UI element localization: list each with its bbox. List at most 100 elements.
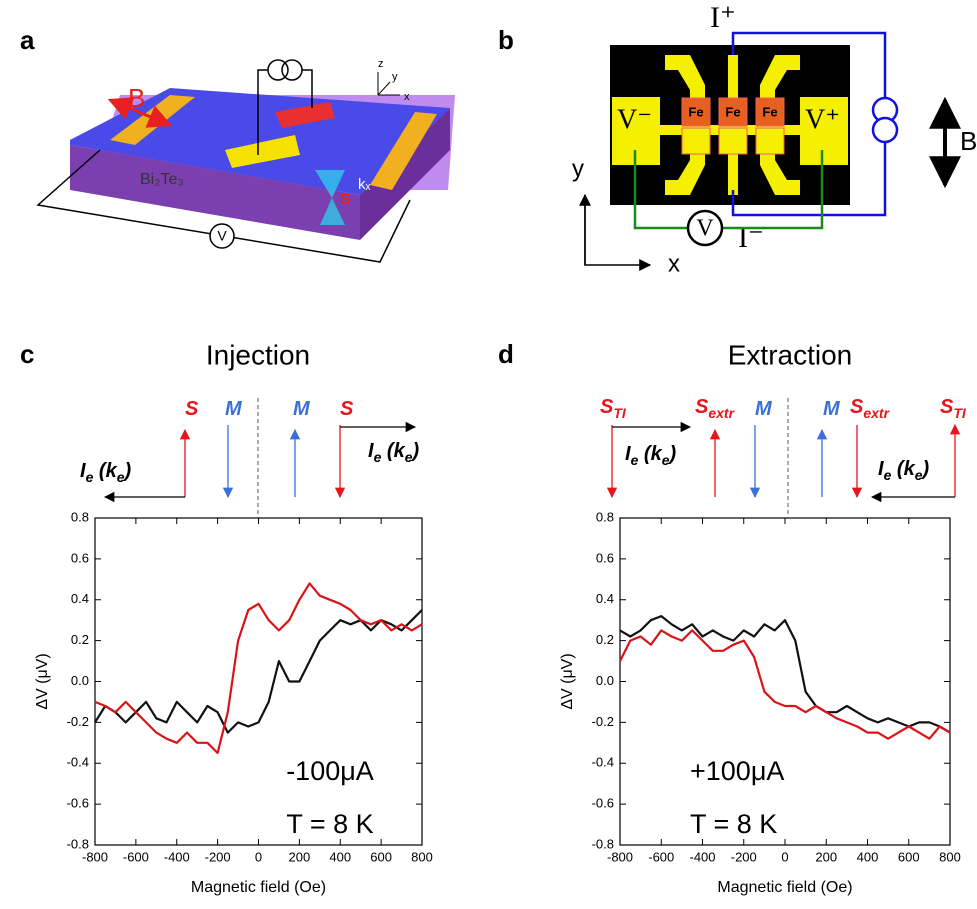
annotation-part: e bbox=[374, 449, 382, 465]
annotation: Ie (ke) bbox=[368, 440, 420, 464]
label: Fe bbox=[688, 104, 703, 119]
x-tick-label: 800 bbox=[939, 849, 961, 864]
annotation-note: T = 8 K bbox=[690, 809, 777, 839]
annotation-part: e bbox=[631, 452, 639, 468]
schematic-a: B Bi₂Te₃ S kₓ V z y x bbox=[38, 58, 455, 262]
y-axis-label: ΔV (μV) bbox=[559, 653, 576, 709]
annotation-part: S bbox=[850, 396, 864, 418]
annotation-part: M bbox=[755, 398, 773, 420]
x-tick-label: 400 bbox=[329, 849, 351, 864]
label: V bbox=[217, 228, 227, 244]
annotation: M bbox=[755, 398, 773, 420]
y-axis-label: ΔV (μV) bbox=[34, 653, 51, 709]
label: Bi₂Te₃ bbox=[140, 171, 184, 188]
annotation-part: extr bbox=[863, 405, 890, 421]
label: S bbox=[340, 191, 351, 208]
contact bbox=[756, 128, 784, 154]
label: Fe bbox=[762, 104, 777, 119]
x-tick-label: -200 bbox=[731, 849, 757, 864]
y-tick-label: -0.6 bbox=[592, 796, 614, 811]
annotation: M bbox=[293, 398, 311, 420]
y-tick-label: -0.4 bbox=[67, 755, 89, 770]
annotation-part: TI bbox=[613, 405, 627, 421]
y-tick-label: 0.4 bbox=[596, 591, 614, 606]
annotation-part: ) bbox=[411, 440, 420, 462]
schematic-b: Fe Fe Fe V⁻ V⁺ I⁺ I⁻ V B y x bbox=[572, 1, 977, 277]
label: I⁻ bbox=[738, 221, 764, 254]
y-tick-label: 0.2 bbox=[71, 632, 89, 647]
y-tick-label: 0.0 bbox=[596, 673, 614, 688]
annotation-note: +100μA bbox=[690, 756, 784, 786]
annotation-part: e bbox=[117, 469, 125, 485]
plot-frame bbox=[620, 518, 950, 845]
annotation-part: ) bbox=[668, 443, 677, 465]
annotation-part: S bbox=[600, 396, 614, 418]
panel-label: a bbox=[20, 25, 35, 55]
y-tick-label: -0.6 bbox=[67, 796, 89, 811]
annotation: S bbox=[185, 398, 199, 420]
y-tick-label: -0.2 bbox=[67, 714, 89, 729]
annotation-part: (k bbox=[381, 440, 405, 462]
annotation-part: M bbox=[225, 398, 243, 420]
label: y bbox=[572, 155, 584, 182]
label: B bbox=[128, 83, 145, 113]
annotation: STI bbox=[600, 396, 627, 420]
annotation-part: e bbox=[662, 452, 670, 468]
x-tick-label: 800 bbox=[411, 849, 433, 864]
annotation-note: T = 8 K bbox=[286, 809, 373, 839]
y-tick-label: -0.2 bbox=[592, 714, 614, 729]
annotation: Ie (ke) bbox=[625, 443, 677, 467]
label: x bbox=[404, 91, 410, 103]
annotation: Ie (ke) bbox=[80, 460, 132, 484]
y-tick-label: 0.0 bbox=[71, 673, 89, 688]
y-tick-label: 0.6 bbox=[596, 550, 614, 565]
x-tick-label: -400 bbox=[689, 849, 715, 864]
plot-frame bbox=[95, 518, 422, 845]
annotation-part: (k bbox=[891, 458, 915, 480]
y-tick-label: -0.8 bbox=[592, 836, 614, 851]
annotation-part: S bbox=[940, 396, 954, 418]
annotation: Sextr bbox=[695, 396, 736, 420]
x-tick-label: -800 bbox=[607, 849, 633, 864]
annotation-part: M bbox=[823, 398, 841, 420]
annotation-part: S bbox=[185, 398, 199, 420]
x-tick-label: -400 bbox=[164, 849, 190, 864]
contact bbox=[719, 128, 747, 154]
annotation-part: TI bbox=[953, 405, 967, 421]
x-tick-label: 400 bbox=[857, 849, 879, 864]
annotation-part: e bbox=[884, 467, 892, 483]
panel-label: d bbox=[498, 339, 514, 369]
data-line bbox=[95, 583, 422, 753]
x-tick-label: 0 bbox=[255, 849, 262, 864]
label: B bbox=[960, 126, 977, 156]
chart-title: Extraction bbox=[728, 339, 853, 370]
x-axis-label: Magnetic field (Oe) bbox=[191, 879, 326, 896]
annotation-part: e bbox=[405, 449, 413, 465]
y-tick-label: -0.8 bbox=[67, 836, 89, 851]
label: V⁻ bbox=[617, 104, 652, 135]
annotation: S bbox=[340, 398, 354, 420]
y-tick-label: 0.2 bbox=[596, 632, 614, 647]
x-tick-label: -600 bbox=[648, 849, 674, 864]
annotation: STI bbox=[940, 396, 967, 420]
axis bbox=[585, 195, 650, 265]
x-tick-label: 600 bbox=[370, 849, 392, 864]
contact bbox=[682, 128, 710, 154]
y-tick-label: 0.8 bbox=[71, 509, 89, 524]
annotation-part: e bbox=[86, 469, 94, 485]
annotation-part: S bbox=[340, 398, 354, 420]
annotation-part: (k bbox=[93, 460, 117, 482]
label: I⁺ bbox=[710, 1, 736, 34]
data-line bbox=[95, 610, 422, 733]
annotation-part: M bbox=[293, 398, 311, 420]
annotation-part: ) bbox=[123, 460, 132, 482]
panel-label: c bbox=[20, 339, 34, 369]
label: V bbox=[696, 216, 714, 242]
source bbox=[873, 118, 897, 142]
label: kₓ bbox=[358, 176, 371, 193]
annotation: M bbox=[823, 398, 841, 420]
x-tick-label: 0 bbox=[781, 849, 788, 864]
annotation-part: extr bbox=[708, 405, 735, 421]
annotation-part: e bbox=[915, 467, 923, 483]
x-tick-label: -200 bbox=[205, 849, 231, 864]
